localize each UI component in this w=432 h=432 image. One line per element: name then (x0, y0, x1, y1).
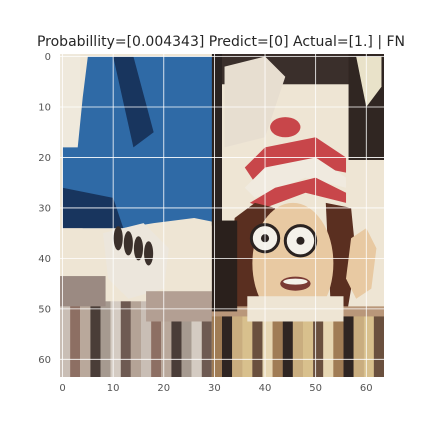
image-region-bottom-right-stripe (222, 316, 233, 377)
image-region-bottom-stripe (201, 301, 212, 377)
x-tick-label: 40 (259, 383, 272, 394)
image-region-bottom-left-band (60, 276, 106, 307)
x-tick-label: 20 (157, 383, 170, 394)
chart-title: Probabillity=[0.004343] Predict=[0] Actu… (37, 34, 405, 50)
y-tick-label: 20 (38, 153, 51, 164)
image-region-bottom-right-stripe (313, 316, 324, 377)
y-tick-label: 30 (38, 203, 51, 214)
image-region-bottom-right-stripe (373, 316, 384, 377)
image-region-bottom-right-stripe (353, 316, 364, 377)
x-tick-label: 0 (59, 383, 65, 394)
image-region-coat-edge (211, 54, 222, 226)
y-tick-label: 0 (45, 52, 51, 63)
image-region-bottom-stripe (100, 301, 111, 377)
image-region-bottom-stripe (60, 301, 71, 377)
image-region-bottom-right-stripe (252, 316, 263, 377)
image-region-hair-right (325, 202, 357, 319)
image-region-bottom-stripe (171, 301, 182, 377)
grid-lines (60, 54, 384, 377)
image-region-bottom-right-stripe (303, 316, 314, 377)
image-region-bottom-right-stripe (292, 316, 303, 377)
x-tick-label: 50 (309, 383, 322, 394)
image-region-teeth (283, 278, 308, 285)
image-region-blue-coat (62, 56, 220, 229)
y-tick-label: 50 (38, 304, 51, 315)
image-region-bottom-right-stripe (232, 316, 243, 377)
image-region-bottom-right-stripe (363, 316, 374, 377)
image-region-glove-line (144, 241, 154, 266)
x-tick-label: 30 (208, 383, 221, 394)
image-region-hat-bobble (270, 117, 301, 138)
image-region-pupil-right (296, 236, 305, 245)
y-tick-label: 40 (38, 254, 51, 265)
image-region-bottom-stripe (151, 301, 162, 377)
image-heatmap (60, 54, 384, 377)
image-region-bottom-right-stripe (211, 316, 222, 377)
y-axis-ticks: 0 10 20 30 40 50 60 (38, 52, 51, 366)
image-region-top-left (60, 54, 81, 150)
image-region-bottom-stripe (80, 301, 91, 377)
image-region-bottom-mid-band (146, 291, 212, 322)
image-region-raised-hand (346, 228, 377, 299)
image-region-glove-line (123, 231, 133, 256)
x-axis-ticks: 0 10 20 30 40 50 60 (59, 383, 372, 394)
y-tick-label: 10 (38, 102, 51, 113)
image-region-hat-stripe (244, 157, 347, 198)
image-region-bottom-right-stripe (323, 316, 334, 377)
image-region-bottom-right-stripe (272, 316, 283, 377)
y-tick-label: 60 (38, 355, 51, 366)
image-region-bottom-right-stripe (333, 316, 344, 377)
image-region-bottom-stripe (120, 301, 131, 377)
image-region-bottom-stripe (70, 301, 81, 377)
image-region-bottom-stripe (191, 301, 202, 377)
image-region-dark-column (211, 220, 238, 312)
image-region-bottom-right-stripe (343, 316, 354, 377)
image-region-bottom-right-stripe (262, 316, 273, 377)
image-region-bottom-stripe (181, 301, 192, 377)
image-region-corner-light (356, 56, 382, 107)
image-region-bottom-stripe (110, 301, 121, 377)
image-region-bottom-stripe (141, 301, 152, 377)
x-tick-label: 60 (360, 383, 373, 394)
image-region-coat-fold (113, 56, 154, 148)
x-tick-label: 10 (107, 383, 120, 394)
image-region-bottom-right-stripe (282, 316, 293, 377)
image-region-bottom-right-stripe (242, 316, 253, 377)
image-region-hat-stripe (249, 177, 347, 208)
image-region-right-cream (224, 56, 286, 148)
image-region-bottom-stripe (130, 301, 141, 377)
image-region-bottom-stripe (90, 301, 101, 377)
image-region-glove-line (113, 226, 123, 251)
image-region-bottom-stripe (161, 301, 172, 377)
image-region-glove-line (133, 236, 144, 261)
